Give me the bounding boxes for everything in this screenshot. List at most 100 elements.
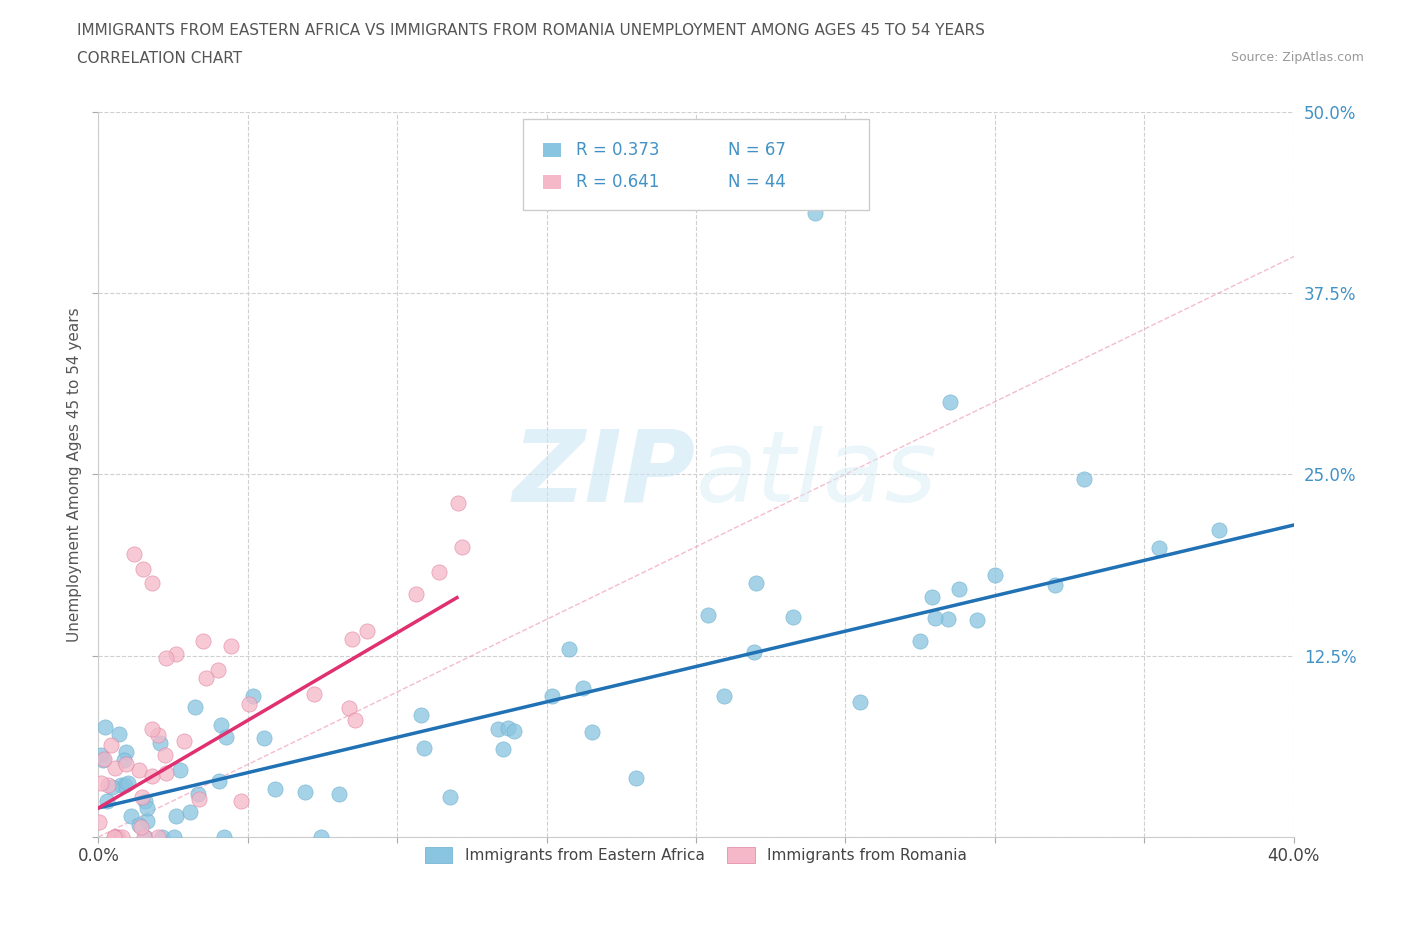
Point [492, 741, 515, 756]
Point [451, 539, 474, 554]
Point [207, 663, 229, 678]
Point [496, 721, 519, 736]
Point [413, 741, 436, 756]
Point [356, 623, 378, 638]
Point [411, 708, 433, 723]
Point [134, 830, 156, 844]
Point [212, 830, 235, 844]
Point [104, 761, 127, 776]
Point [187, 786, 209, 801]
Point [136, 814, 159, 829]
Point [165, 808, 187, 823]
Point [90, 748, 112, 763]
Point [155, 651, 177, 666]
FancyBboxPatch shape [523, 119, 869, 209]
Point [148, 830, 170, 844]
FancyBboxPatch shape [543, 175, 561, 189]
Point [96, 794, 118, 809]
Point [110, 777, 132, 792]
Point [165, 646, 187, 661]
Point [100, 737, 122, 752]
Point [558, 642, 581, 657]
Point [132, 561, 155, 576]
Point [141, 768, 163, 783]
Point [150, 830, 173, 844]
Text: N = 44: N = 44 [728, 173, 786, 191]
Point [148, 727, 170, 742]
Point [713, 688, 735, 703]
Point [744, 645, 766, 660]
Point [1147, 540, 1170, 555]
Point [131, 790, 153, 805]
Point [104, 830, 127, 844]
Point [120, 809, 142, 824]
Y-axis label: Unemployment Among Ages 45 to 54 years: Unemployment Among Ages 45 to 54 years [66, 307, 82, 642]
Point [117, 775, 139, 790]
Point [1073, 472, 1095, 486]
Text: N = 67: N = 67 [728, 141, 786, 159]
Point [91, 753, 114, 768]
Point [343, 712, 366, 727]
Point [540, 688, 562, 703]
Point [129, 819, 152, 834]
Point [163, 830, 186, 844]
Point [155, 765, 177, 780]
Point [93, 751, 115, 766]
Text: Source: ZipAtlas.com: Source: ZipAtlas.com [1230, 51, 1364, 64]
Point [134, 830, 156, 844]
Text: atlas: atlas [696, 426, 938, 523]
Point [939, 394, 962, 409]
Point [626, 771, 648, 786]
Point [114, 777, 136, 792]
Point [103, 830, 125, 844]
Point [179, 804, 201, 819]
Point [101, 779, 124, 794]
Point [328, 786, 350, 801]
Point [242, 689, 264, 704]
Point [114, 745, 136, 760]
Point [141, 576, 163, 591]
Point [208, 774, 231, 789]
Point [136, 800, 159, 815]
Point [124, 547, 146, 562]
Point [849, 695, 872, 710]
Legend: Immigrants from Eastern Africa, Immigrants from Romania: Immigrants from Eastern Africa, Immigran… [419, 841, 973, 870]
Point [405, 586, 427, 601]
Point [581, 724, 603, 739]
Text: IMMIGRANTS FROM EASTERN AFRICA VS IMMIGRANTS FROM ROMANIA UNEMPLOYMENT AMONG AGE: IMMIGRANTS FROM EASTERN AFRICA VS IMMIGR… [77, 23, 986, 38]
Point [264, 782, 287, 797]
Point [104, 830, 127, 844]
Point [782, 610, 804, 625]
Point [153, 748, 176, 763]
Point [104, 830, 127, 844]
Point [114, 757, 136, 772]
Point [112, 753, 135, 768]
Point [948, 582, 970, 597]
Point [439, 790, 461, 804]
Point [134, 793, 156, 808]
Point [107, 830, 129, 844]
Point [984, 568, 1007, 583]
Point [337, 701, 360, 716]
Point [503, 724, 526, 738]
Point [486, 721, 509, 736]
Point [966, 613, 988, 628]
Point [169, 763, 191, 777]
Point [924, 611, 946, 626]
Point [745, 576, 768, 591]
Text: R = 0.373: R = 0.373 [576, 141, 659, 159]
Text: ZIP: ZIP [513, 426, 696, 523]
Point [107, 727, 129, 742]
Text: R = 0.641: R = 0.641 [576, 173, 659, 191]
Point [340, 631, 363, 646]
Point [128, 817, 150, 832]
Point [94, 720, 117, 735]
FancyBboxPatch shape [543, 143, 561, 157]
Point [804, 206, 827, 220]
Point [128, 763, 150, 777]
Point [908, 633, 931, 648]
Point [231, 793, 253, 808]
Text: CORRELATION CHART: CORRELATION CHART [77, 51, 242, 66]
Point [294, 784, 316, 799]
Point [238, 697, 260, 711]
